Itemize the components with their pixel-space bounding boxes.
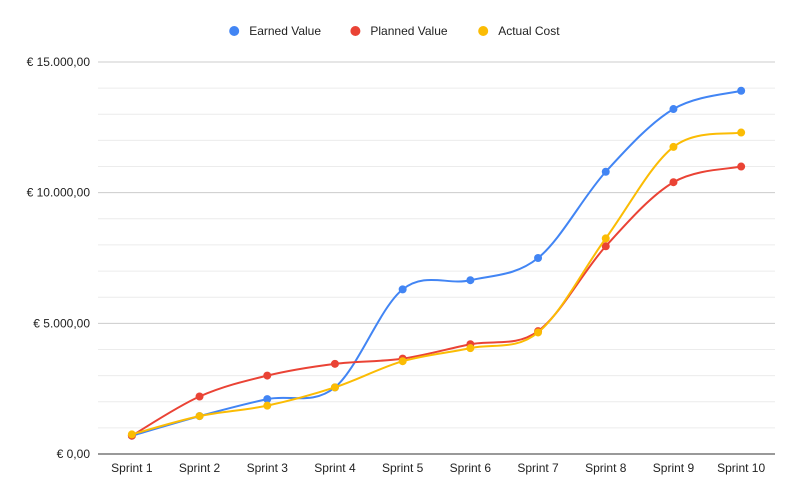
y-tick-label: € 15.000,00 <box>27 55 91 69</box>
legend-item-planned-value: Planned Value <box>350 24 448 38</box>
planned-value-series <box>127 162 746 440</box>
x-tick-label: Sprint 3 <box>247 461 289 475</box>
gridlines <box>98 61 775 429</box>
actual-cost-point <box>669 142 678 151</box>
planned-value-point <box>330 359 339 368</box>
actual-cost-series <box>127 128 746 439</box>
legend-marker <box>229 26 240 36</box>
actual-cost-line <box>131 131 742 436</box>
earned-value-series <box>127 86 746 440</box>
x-tick-label: Sprint 4 <box>314 461 356 475</box>
axes: € 0,00 € 5.000,00 € 10.000,00 € 15.000,00 Sp… <box>27 55 775 475</box>
legend-label: Earned Value <box>249 24 321 38</box>
earned-value-point <box>737 86 746 95</box>
legend: Earned Value Planned Value Actual Cost <box>229 24 560 38</box>
x-tick-label: Sprint 8 <box>585 461 627 475</box>
actual-cost-point <box>330 383 339 392</box>
actual-cost-point <box>466 344 475 353</box>
x-tick-label: Sprint 1 <box>111 461 153 475</box>
earned-value-point <box>263 395 272 404</box>
legend-item-earned-value: Earned Value <box>229 24 321 38</box>
x-tick-label: Sprint 9 <box>653 461 695 475</box>
earned-value-point <box>398 285 407 294</box>
actual-cost-point <box>127 430 136 439</box>
earned-value-point <box>466 276 475 285</box>
legend-label: Actual Cost <box>498 24 560 38</box>
planned-value-point <box>195 392 204 401</box>
planned-value-point <box>737 162 746 171</box>
y-tick-label: € 0,00 <box>57 447 91 461</box>
earned-value-line <box>131 89 742 437</box>
earned-value-point <box>601 167 610 176</box>
actual-cost-point <box>195 412 204 421</box>
legend-item-actual-cost: Actual Cost <box>478 24 560 38</box>
legend-marker <box>478 26 489 36</box>
x-tick-label: Sprint 5 <box>382 461 424 475</box>
actual-cost-point <box>534 328 543 337</box>
legend-marker <box>350 26 361 36</box>
y-tick-label: € 10.000,00 <box>27 186 91 200</box>
actual-cost-point <box>398 357 407 366</box>
planned-value-point <box>263 371 272 380</box>
series-lines <box>127 86 746 440</box>
planned-value-line <box>131 165 742 437</box>
actual-cost-point <box>601 234 610 243</box>
earned-value-point <box>534 254 543 262</box>
earned-value-point <box>669 105 678 114</box>
x-tick-label: Sprint 2 <box>179 461 221 475</box>
planned-value-point <box>601 242 610 251</box>
x-tick-label: Sprint 7 <box>517 461 559 475</box>
y-tick-label: € 5.000,00 <box>33 316 90 330</box>
x-tick-label: Sprint 10 <box>717 461 765 475</box>
planned-value-point <box>669 178 678 187</box>
legend-label: Planned Value <box>370 24 448 38</box>
actual-cost-point <box>263 401 272 410</box>
actual-cost-point <box>737 128 746 137</box>
x-tick-label: Sprint 6 <box>450 461 492 475</box>
